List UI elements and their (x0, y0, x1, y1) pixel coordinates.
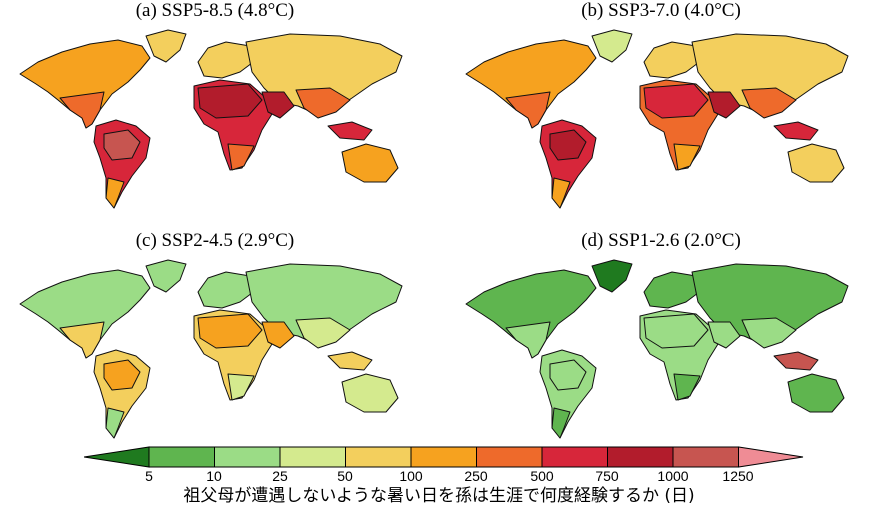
colorbar-segment (607, 446, 674, 468)
panel-title: (c) SSP2-4.5 (2.9°C) (135, 230, 295, 251)
greenland (145, 259, 187, 293)
colorbar-tick: 1000 (657, 468, 689, 484)
panel-ssp5-85: (a) SSP5-8.5 (4.8°C) (0, 0, 430, 226)
colorbar-tick: 750 (595, 468, 619, 484)
arabian-peninsula (261, 321, 295, 349)
world-map (465, 259, 849, 439)
north-america (19, 269, 151, 359)
greenland (591, 259, 633, 293)
colorbar-segment (148, 446, 215, 468)
africa-north (197, 83, 263, 119)
australia (341, 373, 399, 413)
colorbar-segment (672, 446, 739, 468)
panel-title: (b) SSP3-7.0 (4.0°C) (581, 0, 741, 21)
colorbar-tick: 25 (272, 468, 288, 484)
maritime-continent (327, 121, 373, 141)
panel-ssp3-70: (b) SSP3-7.0 (4.0°C) (446, 0, 876, 226)
maritime-continent (773, 121, 819, 141)
north-america (465, 269, 597, 359)
asia-south (741, 87, 797, 119)
colorbar-tick: 500 (530, 468, 554, 484)
colorbar-tick: 10 (206, 468, 222, 484)
africa-south (673, 143, 701, 171)
colorbar-segment (279, 446, 346, 468)
maritime-continent (773, 351, 819, 371)
north-america (465, 39, 597, 129)
panel-title: (a) SSP5-8.5 (4.8°C) (135, 0, 295, 21)
south-america-south (551, 407, 571, 439)
north-america-south (505, 321, 551, 359)
south-america-south (105, 177, 125, 209)
south-america-core (549, 359, 587, 391)
africa-north (197, 313, 263, 349)
colorbar-segment (345, 446, 412, 468)
world-map (465, 29, 849, 209)
africa-south (227, 373, 255, 401)
south-america-south (105, 407, 125, 439)
colorbar-tick: 1250 (722, 468, 754, 484)
colorbar-segment (410, 446, 477, 468)
africa-south (673, 373, 701, 401)
north-america-south (505, 91, 551, 129)
north-america-south (59, 91, 105, 129)
panel-ssp2-45: (c) SSP2-4.5 (2.9°C) (0, 230, 430, 456)
south-america-south (551, 177, 571, 209)
colorbar-tick: 50 (337, 468, 353, 484)
south-america-core (103, 359, 141, 391)
colorbar (84, 446, 804, 468)
colorbar-extension-high (738, 446, 804, 468)
asia-south (295, 317, 351, 349)
arabian-peninsula (261, 91, 295, 119)
africa-north (643, 313, 709, 349)
asia-south (295, 87, 351, 119)
africa-south (227, 143, 255, 171)
arabian-peninsula (707, 321, 741, 349)
greenland (591, 29, 633, 63)
colorbar-tick: 250 (464, 468, 488, 484)
australia (341, 143, 399, 183)
world-map (19, 259, 403, 439)
colorbar-tick: 5 (145, 468, 153, 484)
world-map (19, 29, 403, 209)
north-america (19, 39, 151, 129)
asia-south (741, 317, 797, 349)
arabian-peninsula (707, 91, 741, 119)
maritime-continent (327, 351, 373, 371)
colorbar-segment (476, 446, 543, 468)
colorbar-extension-low (84, 446, 150, 468)
south-america-core (103, 129, 141, 161)
colorbar-tick: 100 (399, 468, 423, 484)
africa-north (643, 83, 709, 119)
colorbar-segment (541, 446, 608, 468)
colorbar-segment (214, 446, 281, 468)
panel-title: (d) SSP1-2.6 (2.0°C) (581, 230, 741, 251)
north-america-south (59, 321, 105, 359)
greenland (145, 29, 187, 63)
panel-ssp1-26: (d) SSP1-2.6 (2.0°C) (446, 230, 876, 456)
colorbar-label: 祖父母が遭遇しないような暑い日を孫は生涯で何度経験するか (日) (183, 486, 695, 506)
australia (787, 373, 845, 413)
australia (787, 143, 845, 183)
south-america-core (549, 129, 587, 161)
